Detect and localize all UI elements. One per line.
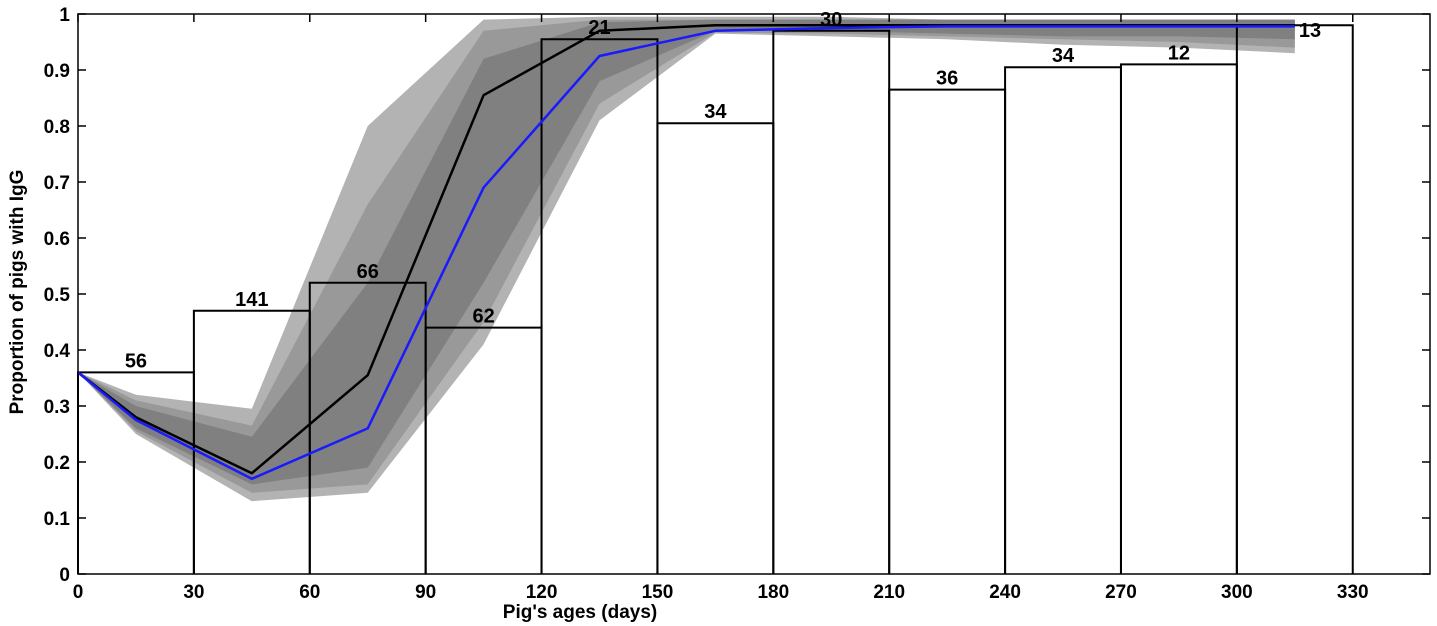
bar-count-label-10: 12 xyxy=(1168,42,1190,64)
x-tick-label: 30 xyxy=(183,582,204,603)
x-axis-title: Pig's ages (days) xyxy=(503,602,657,623)
bar-count-label-6: 34 xyxy=(704,101,727,123)
x-tick-label: 300 xyxy=(1221,582,1253,603)
bar-10 xyxy=(1119,63,1238,574)
bar-9 xyxy=(1004,66,1122,574)
count-labels: 56 141 66 62 21 34 30 36 34 12 13 xyxy=(125,9,1321,373)
y-tick-label: 1 xyxy=(59,5,70,26)
x-tick-label: 210 xyxy=(873,582,905,603)
bar-count-label-7: 30 xyxy=(820,9,842,31)
x-tick-label: 90 xyxy=(415,582,436,603)
confidence-band-3 xyxy=(78,19,1295,485)
confidence-band-2 xyxy=(78,19,1295,493)
bar-count-label-1: 56 xyxy=(125,350,147,372)
bar-count-label-3: 66 xyxy=(357,261,379,283)
y-axis-title: Proportion of pigs with IgG xyxy=(7,170,28,415)
y-tick-label: 0 xyxy=(59,565,70,586)
bar-7 xyxy=(772,29,891,574)
x-tick-label: 120 xyxy=(526,582,558,603)
x-tick-label: 60 xyxy=(299,582,320,603)
axis-ticks: 0 30 60 90 120 150 180 210 240 270 300 330 0 0.1 0.2 0.… xyxy=(44,5,1430,603)
x-tick-label: 150 xyxy=(642,582,674,603)
confidence-bands xyxy=(78,16,1295,502)
bar-11 xyxy=(1235,24,1354,574)
y-tick-label: 0.4 xyxy=(44,341,71,362)
y-tick-label: 0.5 xyxy=(44,285,71,306)
x-tick-label: 240 xyxy=(989,582,1021,603)
y-tick-label: 0.9 xyxy=(44,61,70,82)
y-tick-label: 0.7 xyxy=(44,173,70,194)
y-tick-label: 0.6 xyxy=(44,229,70,250)
x-tick-label: 180 xyxy=(757,582,789,603)
bar-count-label-5: 21 xyxy=(588,17,610,39)
bar-count-label-9: 34 xyxy=(1052,45,1075,67)
bar-count-label-2: 141 xyxy=(235,289,268,311)
y-tick-label: 0.8 xyxy=(44,117,70,138)
bar-6 xyxy=(656,122,775,574)
series-line-2 xyxy=(77,25,1295,481)
x-tick-label: 270 xyxy=(1105,582,1137,603)
age-group-bars xyxy=(77,24,1354,574)
x-tick-label: 330 xyxy=(1337,582,1369,603)
y-tick-label: 0.1 xyxy=(44,509,71,530)
y-tick-label: 0.3 xyxy=(44,397,70,418)
model-lines xyxy=(77,23,1295,481)
bar-count-label-4: 62 xyxy=(472,306,494,328)
bar-count-label-8: 36 xyxy=(936,68,958,90)
bar-count-label-11: 13 xyxy=(1299,20,1321,42)
y-tick-label: 0.2 xyxy=(44,453,70,474)
bar-8 xyxy=(888,88,1007,574)
x-tick-label: 0 xyxy=(73,582,84,603)
